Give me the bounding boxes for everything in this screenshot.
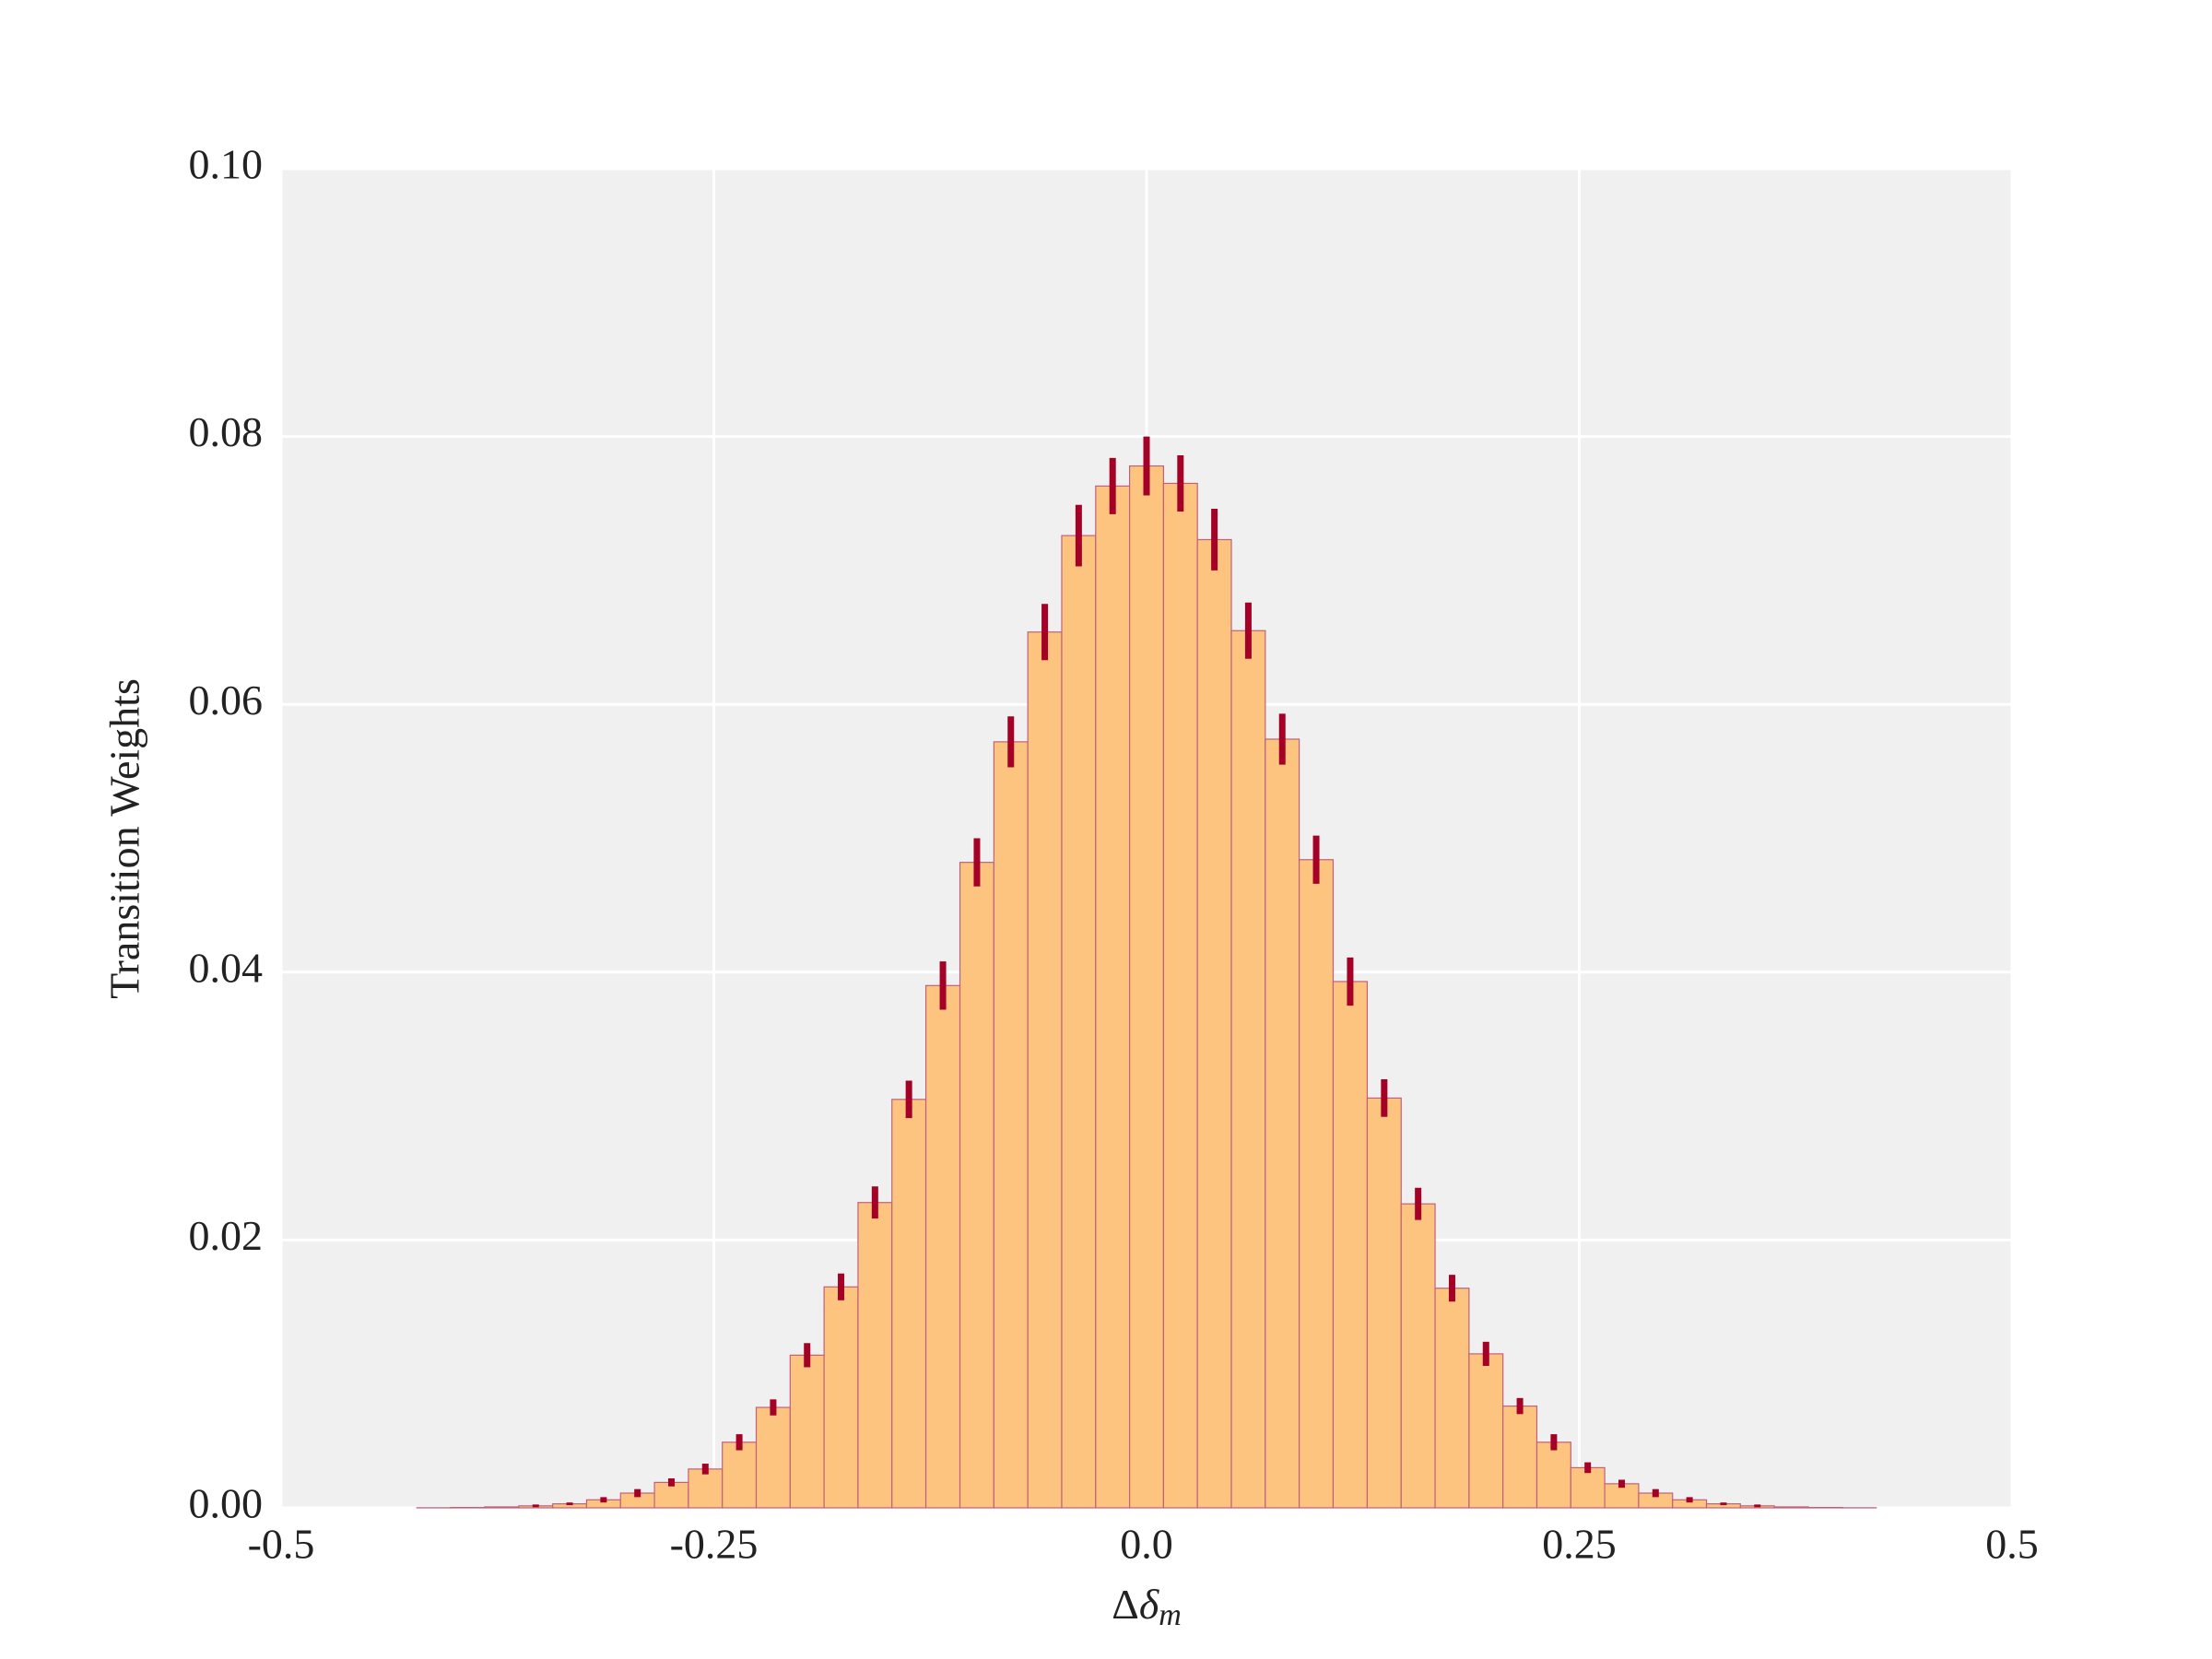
bar [1128,465,1165,1509]
bar [1196,538,1232,1509]
bar [823,1286,859,1509]
y-tick-label: 0.02 [189,1212,264,1259]
bar [1061,535,1097,1509]
y-tick-label: 0.08 [189,408,264,455]
y-tick-label: 0.04 [189,944,264,991]
x-tick-label: -0.25 [670,1521,759,1568]
bar [653,1481,689,1509]
x-label-part: δ [1139,1581,1159,1628]
bar [1332,981,1369,1509]
bar [891,1099,927,1509]
bar [1570,1466,1606,1509]
x-tick-label: 0.25 [1542,1521,1617,1568]
x-label-part: Δ [1112,1581,1139,1628]
bar [1265,738,1300,1509]
bar [1400,1203,1436,1509]
bar [1773,1506,1809,1509]
bar [1230,629,1266,1509]
bar [1299,859,1335,1509]
bar [1027,631,1063,1509]
bar [1468,1353,1504,1509]
bar [1535,1441,1571,1509]
x-label-part: m [1159,1598,1182,1632]
bar [1434,1288,1470,1509]
bar [688,1468,724,1509]
x-tick-label: -0.5 [248,1521,315,1568]
bar [993,741,1029,1509]
y-tick-label: 0.00 [189,1480,264,1527]
y-axis-label: Transition Weights [101,678,148,999]
x-axis-label: Δδm [1112,1581,1182,1632]
bar [755,1406,791,1509]
bar [722,1441,758,1509]
x-tick-label: 0.5 [1985,1521,2039,1568]
bar [789,1354,825,1509]
bar [1162,482,1198,1509]
bar [1502,1405,1538,1509]
bar [857,1202,893,1509]
bar [1366,1097,1402,1509]
y-tick-label: 0.06 [189,677,264,724]
x-tick-label: 0.0 [1120,1521,1173,1568]
bar [924,984,961,1509]
bar [484,1506,520,1509]
bar [959,862,994,1509]
y-tick-label: 0.10 [189,141,264,188]
bar [1095,485,1131,1509]
